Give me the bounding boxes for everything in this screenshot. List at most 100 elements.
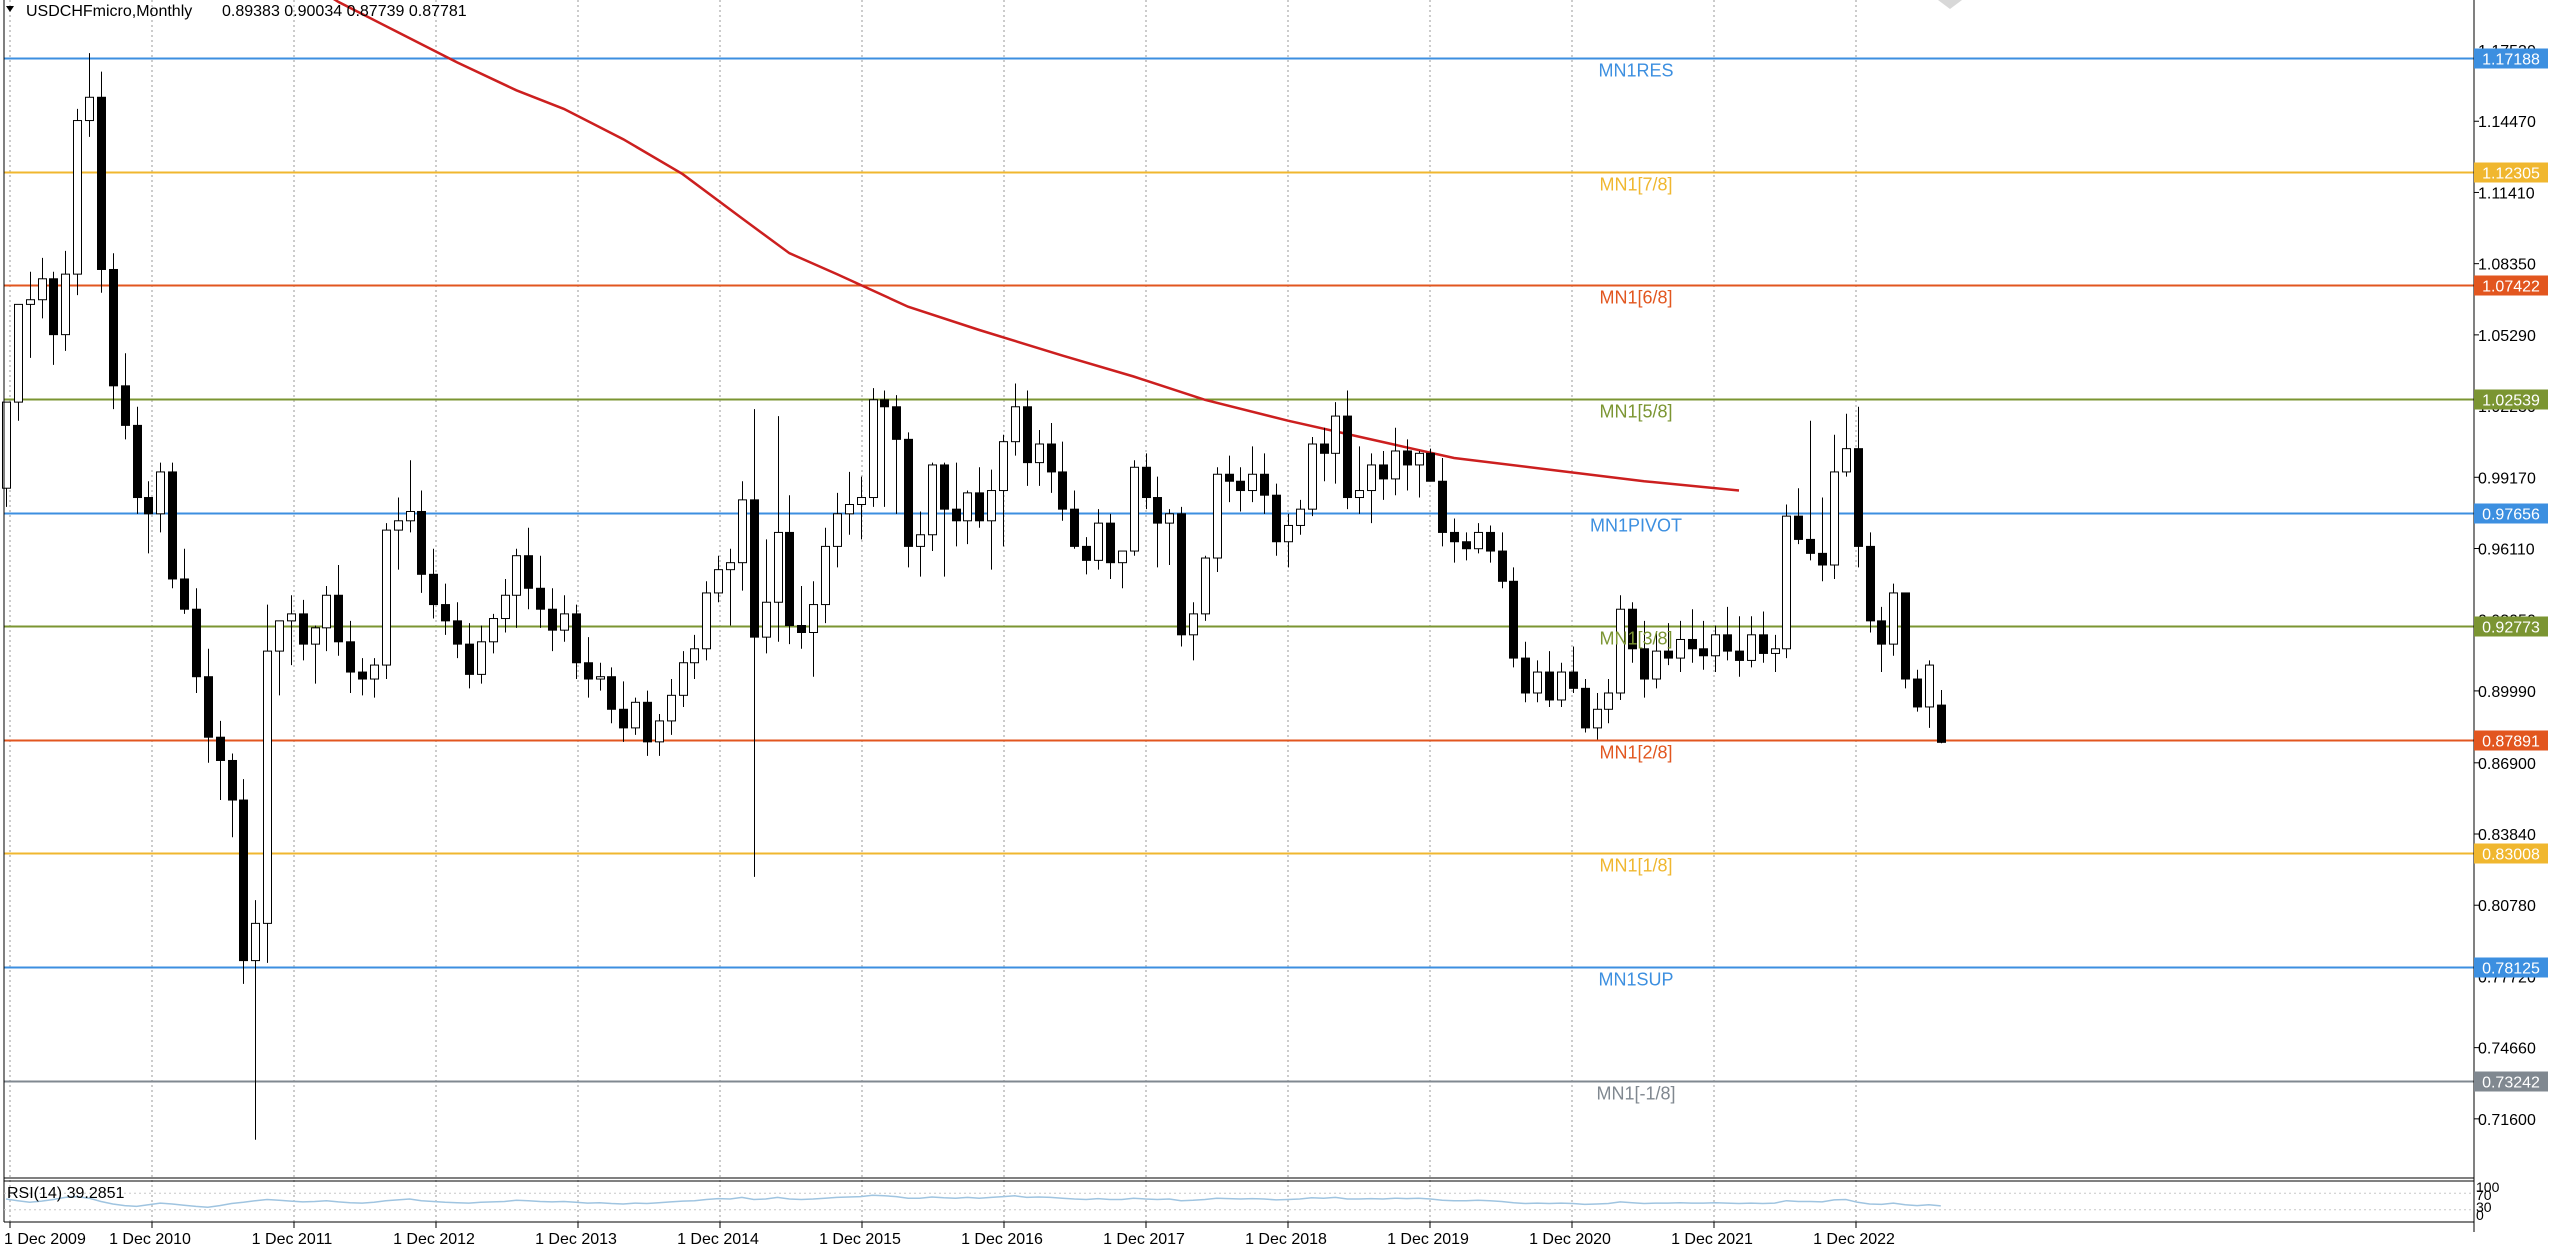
candle: [1688, 609, 1697, 663]
candle-body-bear: [1735, 650, 1744, 661]
candle: [655, 713, 664, 756]
candle: [524, 527, 533, 610]
candle: [809, 581, 818, 677]
y-tick-label: 0.83840: [2478, 827, 2536, 844]
y-tick-label: 1.14470: [2478, 114, 2536, 131]
level-value-label: 0.78125: [2482, 961, 2540, 978]
candle-body-bull: [1557, 671, 1566, 701]
candle: [1711, 625, 1720, 673]
candle-body-bull: [156, 471, 165, 515]
candle-body-bear: [1794, 515, 1803, 540]
candle-body-bull: [477, 641, 486, 675]
candle: [1248, 446, 1257, 503]
level-value-tag: [2474, 616, 2548, 637]
candle: [1379, 450, 1388, 500]
level-value-tag: [2474, 162, 2548, 183]
candle: [1913, 669, 1922, 712]
candle: [1082, 537, 1091, 575]
rsi-line: [5, 1194, 1941, 1208]
x-tick-label: 1 Dec 2021: [1671, 1231, 1753, 1248]
candle-body-bear: [1818, 552, 1827, 566]
candle-body-bear: [1236, 480, 1245, 492]
candle: [1426, 448, 1435, 482]
rsi-tick-label: 70: [2476, 1187, 2492, 1203]
shift-marker-icon[interactable]: [1938, 0, 1962, 9]
candle: [1296, 499, 1305, 535]
candle: [1094, 509, 1103, 570]
candle-body-bear: [1023, 406, 1032, 464]
candle: [690, 634, 699, 680]
candle-body-bear: [524, 555, 533, 589]
candle-body-bear: [1403, 450, 1412, 466]
candle: [1011, 383, 1020, 456]
level-value-tag: [2474, 48, 2548, 69]
candle: [1058, 441, 1067, 521]
candle-body-bear: [417, 510, 426, 575]
y-tick-label: 0.96110: [2478, 541, 2535, 558]
y-tick-label: 1.05290: [2478, 328, 2536, 345]
x-tick-label: 1 Dec 2015: [819, 1231, 901, 1248]
candle-body-bull: [714, 569, 723, 594]
candle-body-bull: [1331, 415, 1340, 454]
candle-body-bear: [1142, 466, 1151, 499]
header: USDCHFmicro,Monthly 0.89383 0.90034 0.87…: [6, 3, 467, 20]
candle-body-bear: [1664, 650, 1673, 659]
time-axis: 1 Dec 2009 1 Dec 2010 1 Dec 2011 1 Dec 2012…: [4, 1222, 1895, 1248]
candle: [251, 900, 260, 1140]
candle-body-bull: [1842, 448, 1851, 473]
candle-body-bear: [1581, 687, 1590, 729]
candle: [1830, 434, 1839, 579]
candle-body-bull: [26, 299, 35, 305]
y-tick-label: 0.86900: [2478, 756, 2536, 773]
candle: [857, 476, 866, 540]
candle-body-bull: [1011, 406, 1020, 443]
candle-body-bear: [797, 625, 806, 633]
candle: [1213, 467, 1222, 572]
candle: [750, 409, 759, 877]
candle-body-bear: [1901, 592, 1910, 680]
candle: [1023, 390, 1032, 486]
candle: [631, 697, 640, 735]
candle-body-bull: [762, 601, 771, 638]
candle-body-bull: [2, 401, 11, 489]
candle-body-bear: [904, 438, 913, 547]
level-name-label: MN1[3/8]: [1599, 629, 1672, 649]
candle-body-bear: [572, 613, 581, 664]
candle-body-bear: [1450, 531, 1459, 543]
candle-body-bear: [429, 573, 438, 606]
candle: [1771, 634, 1780, 673]
candle-body-bear: [975, 492, 984, 522]
candle-body-bear: [1521, 657, 1530, 694]
chart-frame: [3, 0, 2475, 1232]
candle: [560, 595, 569, 642]
candle-body-bull: [987, 490, 996, 522]
level-value-label: 1.02539: [2482, 393, 2540, 410]
candle: [1486, 525, 1495, 563]
candle-body-bull: [1284, 524, 1293, 543]
dropdown-triangle-icon[interactable]: [6, 6, 14, 12]
candle-body-bull: [14, 303, 23, 403]
level-name-label: MN1[7/8]: [1599, 175, 1672, 195]
candle-body-bear: [144, 497, 153, 515]
candle-body-bull: [999, 441, 1008, 492]
candle: [168, 462, 177, 589]
candle-body-bear: [1937, 704, 1946, 743]
candle-body-bear: [1379, 464, 1388, 480]
candle-body-bull: [251, 922, 260, 962]
candle: [322, 585, 331, 652]
vertical-grid: [9, 0, 1857, 1222]
level-value-tag: [2474, 503, 2548, 524]
candle: [987, 469, 996, 570]
candle-body-bull: [382, 529, 391, 666]
candle: [1236, 467, 1245, 512]
candle: [429, 548, 438, 619]
candle: [1272, 483, 1281, 556]
candle: [1604, 679, 1613, 724]
candle-body-bull: [512, 555, 521, 596]
candle: [1901, 592, 1910, 689]
x-tick-label: 1 Dec 2011: [252, 1231, 333, 1248]
level-labels: MN1RES 1.17188 MN1[7/8] 1.12305 MN1[6/8] 1.07…: [1590, 48, 2548, 1104]
